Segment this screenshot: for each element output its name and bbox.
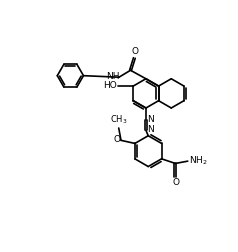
- Text: HO: HO: [103, 81, 117, 90]
- Text: O: O: [113, 135, 120, 144]
- Text: N: N: [147, 115, 154, 124]
- Text: CH$_3$: CH$_3$: [110, 114, 128, 127]
- Text: NH: NH: [106, 72, 120, 81]
- Text: N: N: [147, 125, 154, 134]
- Text: O: O: [173, 178, 180, 187]
- Text: NH$_2$: NH$_2$: [188, 154, 207, 167]
- Text: O: O: [132, 47, 139, 56]
